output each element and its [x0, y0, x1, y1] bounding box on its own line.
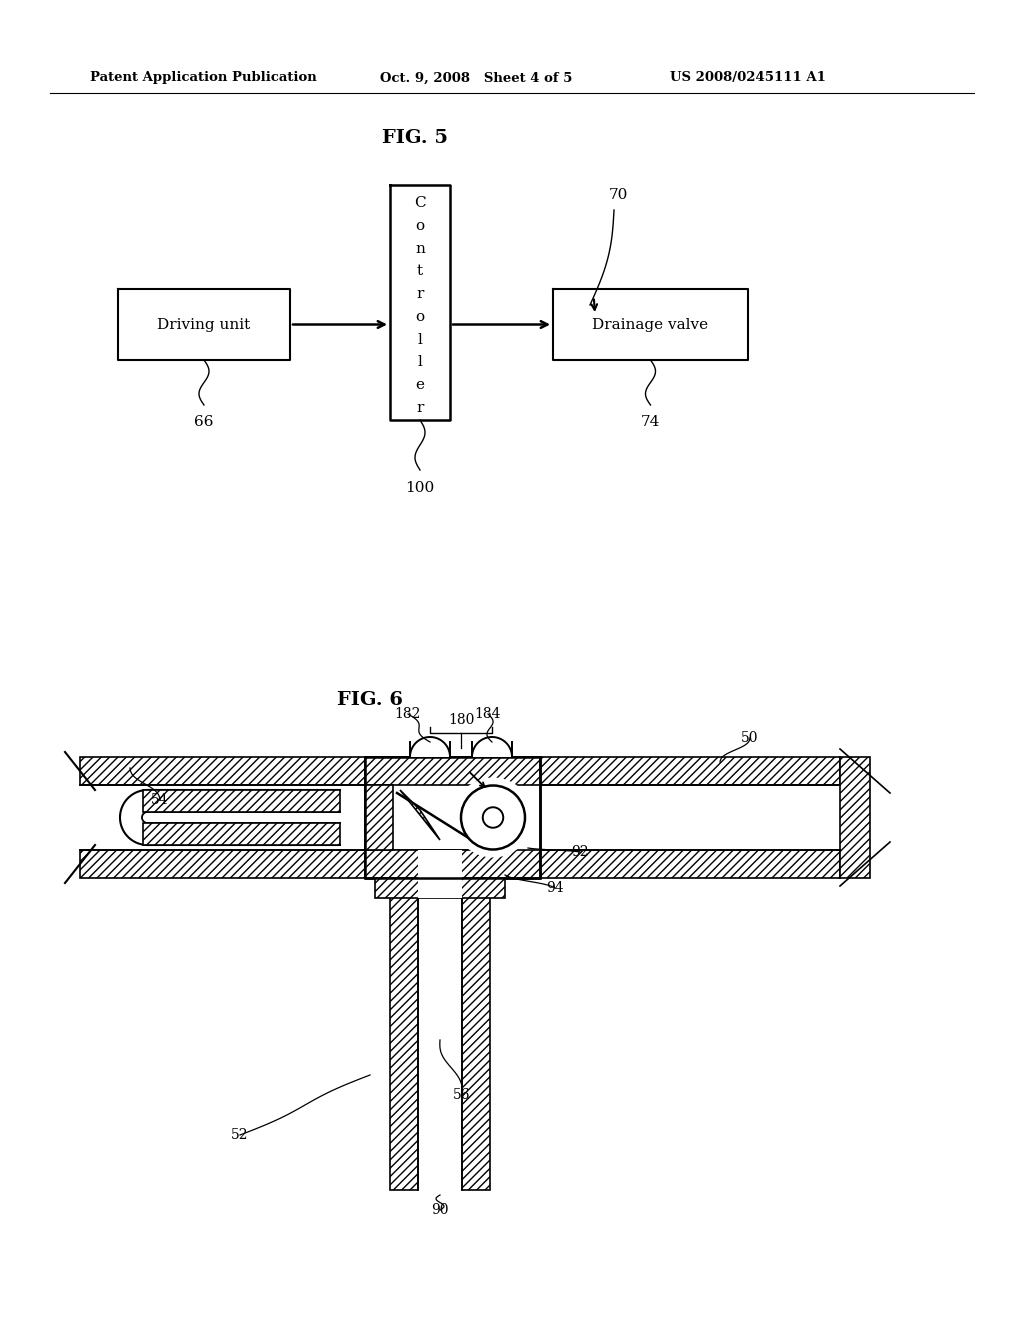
Text: l: l [418, 333, 423, 347]
Text: FIG. 5: FIG. 5 [382, 129, 449, 147]
Bar [840, 756, 870, 878]
Bar [80, 850, 365, 878]
Bar [365, 785, 393, 850]
Text: l: l [418, 355, 423, 370]
Text: 56: 56 [454, 1088, 471, 1102]
Text: Patent Application Publication: Patent Application Publication [90, 71, 316, 84]
Text: 54: 54 [152, 793, 169, 807]
Text: e: e [416, 379, 425, 392]
Text: 182: 182 [395, 708, 421, 721]
Text: 50: 50 [741, 731, 759, 744]
Bar [540, 785, 840, 850]
Bar [365, 756, 540, 785]
Text: 94: 94 [546, 880, 564, 895]
Bar [375, 850, 505, 898]
Text: 184: 184 [475, 708, 502, 721]
Circle shape [482, 808, 503, 828]
Text: C: C [414, 195, 426, 210]
Polygon shape [400, 789, 440, 840]
Bar [80, 756, 365, 785]
Wedge shape [473, 738, 511, 756]
Text: o: o [416, 310, 425, 323]
Text: o: o [416, 219, 425, 232]
Bar [142, 789, 340, 812]
Bar [418, 878, 462, 1191]
Bar [390, 878, 418, 1191]
Text: 66: 66 [195, 414, 214, 429]
Wedge shape [411, 738, 449, 756]
Bar [462, 878, 490, 1191]
Text: n: n [415, 242, 425, 256]
Text: FIG. 6: FIG. 6 [337, 690, 403, 709]
Bar [540, 850, 840, 878]
Circle shape [461, 785, 525, 850]
Text: r: r [417, 288, 424, 301]
Bar [365, 756, 540, 878]
Bar [142, 822, 340, 845]
Text: 180: 180 [447, 713, 474, 727]
Text: t: t [417, 264, 423, 279]
Text: 100: 100 [406, 480, 434, 495]
Bar [80, 785, 365, 850]
Bar [365, 850, 540, 878]
Text: 90: 90 [431, 1203, 449, 1217]
Text: 70: 70 [608, 187, 628, 202]
Text: Driving unit: Driving unit [158, 318, 251, 331]
Text: Drainage valve: Drainage valve [593, 318, 709, 331]
Bar [418, 850, 462, 898]
Text: US 2008/0245111 A1: US 2008/0245111 A1 [670, 71, 826, 84]
Circle shape [453, 777, 534, 858]
Text: 74: 74 [641, 414, 660, 429]
Text: r: r [417, 401, 424, 414]
Bar [540, 756, 840, 785]
Text: 92: 92 [571, 845, 589, 859]
Text: 52: 52 [231, 1129, 249, 1142]
Text: Oct. 9, 2008   Sheet 4 of 5: Oct. 9, 2008 Sheet 4 of 5 [380, 71, 572, 84]
